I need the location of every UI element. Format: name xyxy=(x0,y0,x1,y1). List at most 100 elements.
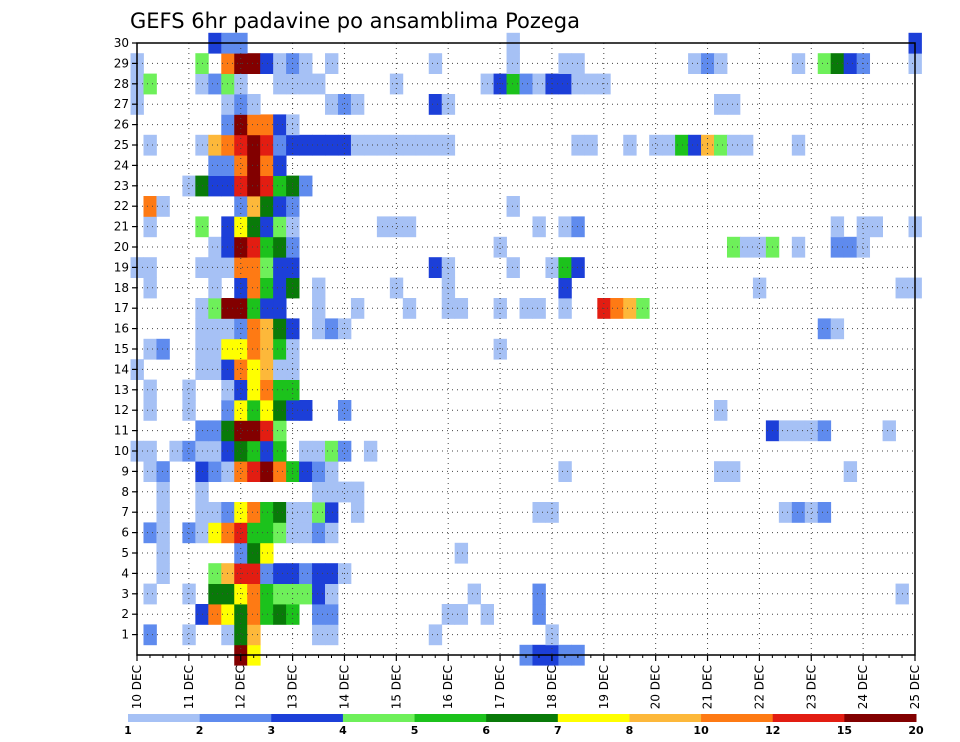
heatmap-cell xyxy=(402,298,417,319)
heatmap-cell xyxy=(208,277,222,299)
heatmap-cell xyxy=(208,522,222,544)
heatmap-cell xyxy=(571,216,585,238)
x-tick-label: 21 DEC xyxy=(701,665,715,709)
colorbar-label: 1 xyxy=(124,724,132,737)
heatmap-cell xyxy=(273,461,287,482)
y-tick-label: 21 xyxy=(114,220,129,234)
heatmap-cell xyxy=(299,175,313,197)
heatmap-cell xyxy=(247,114,261,136)
heatmap-cell xyxy=(856,236,871,258)
heatmap-cell xyxy=(325,134,339,156)
heatmap-cell xyxy=(337,481,352,503)
heatmap-cell xyxy=(260,359,274,380)
colorbar-swatch xyxy=(701,714,774,722)
heatmap-cell xyxy=(156,563,170,584)
heatmap-cell xyxy=(312,583,326,605)
heatmap-cell xyxy=(337,94,352,115)
heatmap-cell xyxy=(247,624,261,646)
heatmap-cell xyxy=(312,440,326,462)
heatmap-cell xyxy=(325,563,339,584)
heatmap-cell xyxy=(312,461,326,482)
heatmap-cell xyxy=(441,134,456,156)
heatmap-cell xyxy=(273,583,287,605)
heatmap-cell xyxy=(260,502,274,523)
heatmap-cell xyxy=(182,522,196,544)
heatmap-cell xyxy=(208,563,222,584)
x-tick-label: 17 DEC xyxy=(493,665,507,709)
heatmap-cell xyxy=(312,502,326,523)
heatmap-cell xyxy=(182,379,196,401)
heatmap-cell xyxy=(143,216,157,238)
heatmap-cell xyxy=(247,583,261,605)
heatmap-cell xyxy=(247,359,261,380)
heatmap-cell xyxy=(247,196,261,217)
heatmap-cell xyxy=(299,134,313,156)
heatmap-cell xyxy=(571,53,585,74)
colorbar-swatch xyxy=(342,714,416,722)
heatmap-cell xyxy=(273,175,287,197)
colorbar-label: 15 xyxy=(837,724,852,737)
heatmap-cell xyxy=(299,440,313,462)
heatmap-cell xyxy=(156,481,170,503)
heatmap-cell xyxy=(558,257,572,278)
heatmap-cell xyxy=(610,298,624,319)
heatmap-cell xyxy=(791,502,806,523)
heatmap-cell xyxy=(234,338,248,360)
heatmap-cell xyxy=(260,175,274,197)
heatmap-cell xyxy=(506,73,520,95)
heatmap-cell xyxy=(571,73,585,95)
chart-title: GEFS 6hr padavine po ansamblima Pozega xyxy=(130,9,580,33)
heatmap-cell xyxy=(428,134,443,156)
heatmap-cell xyxy=(143,624,157,646)
heatmap-cell xyxy=(714,94,728,115)
heatmap-cell xyxy=(441,604,456,625)
heatmap-cell xyxy=(143,277,157,299)
heatmap-cell xyxy=(688,134,702,156)
colorbar-label: 12 xyxy=(765,724,780,737)
heatmap-cell xyxy=(325,461,339,482)
y-tick-label: 15 xyxy=(114,342,129,356)
colorbar-label: 2 xyxy=(196,724,204,737)
y-tick-label: 16 xyxy=(114,322,129,336)
heatmap-cell xyxy=(817,420,832,442)
heatmap-cell xyxy=(260,583,274,605)
y-tick-label: 18 xyxy=(114,281,129,295)
heatmap-cell xyxy=(260,542,274,564)
x-tick-label: 18 DEC xyxy=(545,665,559,709)
heatmap-cell xyxy=(493,338,507,360)
heatmap-cell xyxy=(843,53,858,74)
heatmap-cell xyxy=(247,53,261,74)
heatmap-cell xyxy=(273,338,287,360)
heatmap-cell xyxy=(325,583,339,605)
heatmap-cell xyxy=(234,522,248,544)
heatmap-cell xyxy=(234,440,248,462)
y-tick-label: 28 xyxy=(114,77,129,91)
x-tick-label: 10 DEC xyxy=(130,665,144,709)
heatmap-cell xyxy=(273,563,287,584)
heatmap-cell xyxy=(273,53,287,74)
y-tick-label: 1 xyxy=(121,628,129,642)
heatmap-cell xyxy=(247,318,261,340)
heatmap-cell xyxy=(325,522,339,544)
heatmap-cell xyxy=(376,134,391,156)
heatmap-cell xyxy=(273,420,287,442)
heatmap-cell xyxy=(791,420,806,442)
heatmap-cell xyxy=(454,298,469,319)
colorbar-swatch xyxy=(844,714,917,722)
heatmap-cell xyxy=(506,53,520,74)
heatmap-cell xyxy=(337,440,352,462)
y-tick-label: 10 xyxy=(114,444,129,458)
colorbar-label: 3 xyxy=(267,724,275,737)
heatmap-cell xyxy=(584,134,598,156)
x-tick-label: 22 DEC xyxy=(752,665,766,709)
y-tick-label: 14 xyxy=(114,362,129,376)
heatmap-cell xyxy=(143,257,157,278)
heatmap-cell xyxy=(260,53,274,74)
colorbar-label: 5 xyxy=(411,724,419,737)
heatmap-cell xyxy=(143,73,157,95)
heatmap-cell xyxy=(247,338,261,360)
x-tick-label: 19 DEC xyxy=(597,665,611,709)
heatmap-cell xyxy=(273,257,287,278)
heatmap-cell xyxy=(325,94,339,115)
